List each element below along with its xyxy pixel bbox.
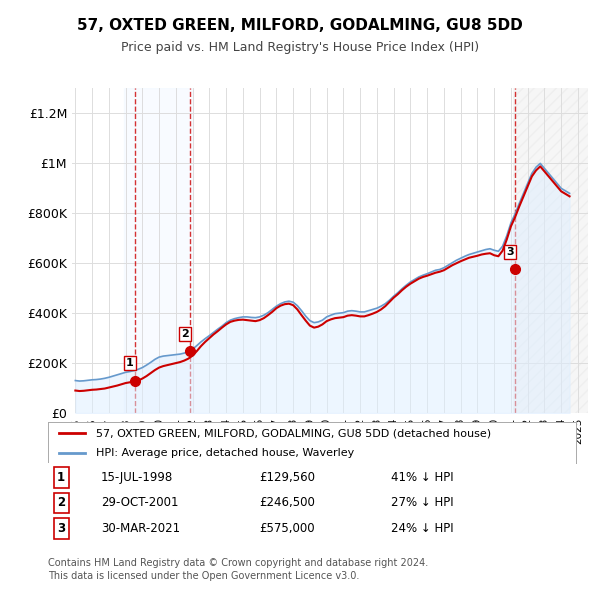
Text: £575,000: £575,000 [259,522,315,535]
Text: 3: 3 [57,522,65,535]
Text: 2: 2 [57,496,65,510]
Text: Contains HM Land Registry data © Crown copyright and database right 2024.: Contains HM Land Registry data © Crown c… [48,558,428,568]
Text: 29-OCT-2001: 29-OCT-2001 [101,496,178,510]
Text: 3: 3 [506,247,514,257]
Text: 41% ↓ HPI: 41% ↓ HPI [391,471,454,484]
Text: 30-MAR-2021: 30-MAR-2021 [101,522,180,535]
Text: 24% ↓ HPI: 24% ↓ HPI [391,522,454,535]
Bar [512,88,588,413]
Text: Price paid vs. HM Land Registry's House Price Index (HPI): Price paid vs. HM Land Registry's House … [121,41,479,54]
Text: This data is licensed under the Open Government Licence v3.0.: This data is licensed under the Open Gov… [48,571,359,581]
Bar [124,88,193,413]
Text: 1: 1 [57,471,65,484]
Text: £129,560: £129,560 [259,471,315,484]
Text: HPI: Average price, detached house, Waverley: HPI: Average price, detached house, Wave… [95,448,354,458]
Text: 27% ↓ HPI: 27% ↓ HPI [391,496,454,510]
Text: 2: 2 [181,329,188,339]
Text: 1: 1 [126,358,134,368]
Text: £246,500: £246,500 [259,496,315,510]
Text: 57, OXTED GREEN, MILFORD, GODALMING, GU8 5DD (detached house): 57, OXTED GREEN, MILFORD, GODALMING, GU8… [95,428,491,438]
Text: 57, OXTED GREEN, MILFORD, GODALMING, GU8 5DD: 57, OXTED GREEN, MILFORD, GODALMING, GU8… [77,18,523,32]
Text: 15-JUL-1998: 15-JUL-1998 [101,471,173,484]
